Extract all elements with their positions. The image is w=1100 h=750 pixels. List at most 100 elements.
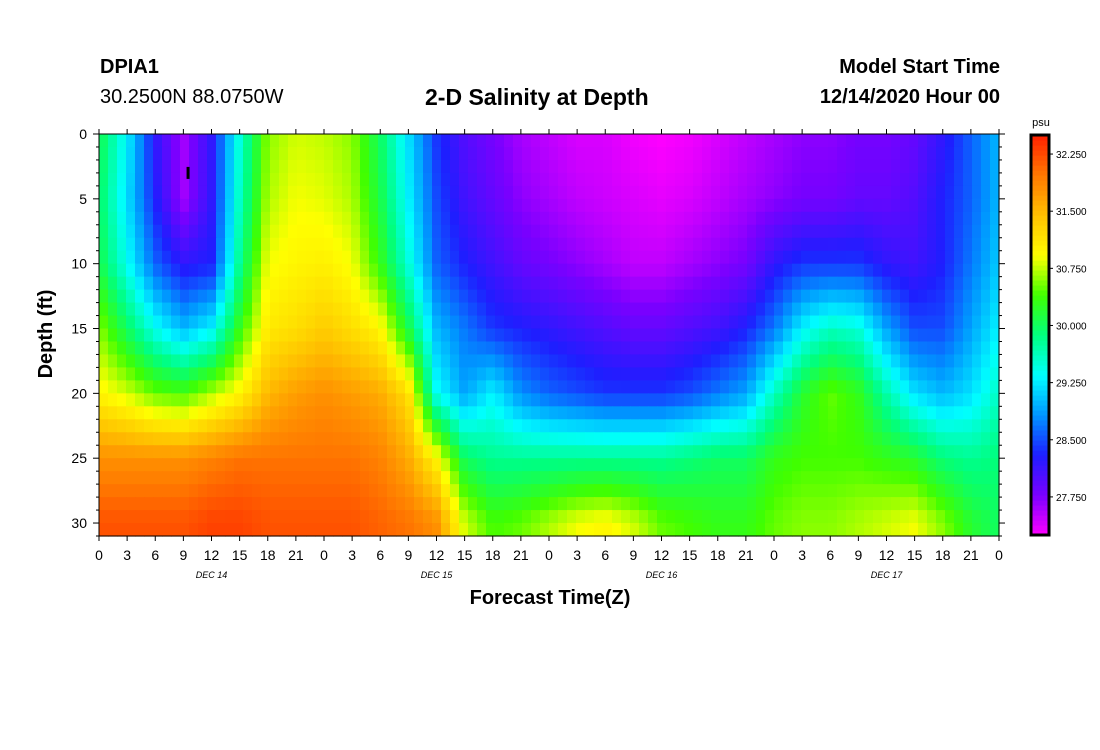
heatmap-cell xyxy=(270,185,280,200)
heatmap-cell xyxy=(747,172,757,187)
heatmap-cell xyxy=(378,237,388,252)
heatmap-cell xyxy=(477,354,487,369)
heatmap-cell xyxy=(369,471,379,485)
heatmap-cell xyxy=(549,419,559,433)
heatmap-cell xyxy=(936,510,946,524)
heatmap-cell xyxy=(531,432,541,446)
colorbar-unit: psu xyxy=(1032,117,1050,129)
heatmap-cell xyxy=(207,172,217,187)
heatmap-cell xyxy=(234,354,244,369)
heatmap-cell xyxy=(945,406,955,420)
heatmap-cell xyxy=(873,341,883,356)
heatmap-cell xyxy=(315,185,325,200)
heatmap-cell xyxy=(315,484,325,498)
heatmap-cell xyxy=(945,393,955,407)
colorbar-segment xyxy=(1031,210,1049,216)
heatmap-cell xyxy=(369,198,379,213)
heatmap-cell xyxy=(594,484,604,498)
heatmap-cell xyxy=(387,172,397,187)
heatmap-cell xyxy=(162,172,172,187)
heatmap-cell xyxy=(171,146,181,161)
heatmap-cell xyxy=(630,315,640,330)
heatmap-cell xyxy=(378,134,388,148)
heatmap-cell xyxy=(558,302,568,317)
x-tick-label: 15 xyxy=(457,547,473,563)
heatmap-cell xyxy=(774,263,784,278)
heatmap-cell xyxy=(495,134,505,148)
heatmap-cell xyxy=(432,471,442,485)
heatmap-cell xyxy=(333,354,343,369)
heatmap-cell xyxy=(540,211,550,226)
heatmap-cell xyxy=(306,289,316,304)
heatmap-cell xyxy=(666,289,676,304)
heatmap-cell xyxy=(810,458,820,472)
heatmap-cell xyxy=(180,315,190,330)
heatmap-cell xyxy=(180,432,190,446)
heatmap-cell xyxy=(234,289,244,304)
heatmap-cell xyxy=(945,172,955,187)
heatmap-cell xyxy=(990,406,1000,420)
heatmap-cell xyxy=(585,419,595,433)
heatmap-cell xyxy=(117,341,127,356)
heatmap-cell xyxy=(171,134,181,148)
heatmap-cell xyxy=(774,250,784,265)
heatmap-cell xyxy=(720,146,730,161)
heatmap-cell xyxy=(567,198,577,213)
colorbar-tick-label: 31.500 xyxy=(1056,207,1087,218)
heatmap-cell xyxy=(306,146,316,161)
heatmap-cell xyxy=(585,185,595,200)
heatmap-cell xyxy=(117,315,127,330)
heatmap-cell xyxy=(774,198,784,213)
heatmap-cell xyxy=(189,276,199,291)
heatmap-cell xyxy=(774,134,784,148)
heatmap-cell xyxy=(810,224,820,239)
heatmap-cell xyxy=(504,341,514,356)
heatmap-cell xyxy=(252,419,262,433)
heatmap-cell xyxy=(288,224,298,239)
heatmap-cell xyxy=(135,185,145,200)
heatmap-cell xyxy=(441,341,451,356)
heatmap-cell xyxy=(531,328,541,343)
heatmap-cell xyxy=(378,445,388,459)
heatmap-cell xyxy=(288,211,298,226)
heatmap-cell xyxy=(153,172,163,187)
heatmap-cell xyxy=(333,341,343,356)
heatmap-cell xyxy=(351,146,361,161)
heatmap-cell xyxy=(972,146,982,161)
heatmap-cell xyxy=(972,159,982,174)
heatmap-cell xyxy=(864,172,874,187)
heatmap-cell xyxy=(405,367,415,381)
heatmap-cell xyxy=(423,224,433,239)
heatmap-cell xyxy=(369,510,379,524)
heatmap-cell xyxy=(630,458,640,472)
heatmap-cell xyxy=(279,510,289,524)
heatmap-cell xyxy=(981,198,991,213)
heatmap-cell xyxy=(594,198,604,213)
heatmap-cell xyxy=(702,484,712,498)
heatmap-cell xyxy=(981,393,991,407)
heatmap-cell xyxy=(828,250,838,265)
heatmap-cell xyxy=(738,523,748,537)
heatmap-cell xyxy=(819,172,829,187)
heatmap-cell xyxy=(702,367,712,381)
heatmap-cell xyxy=(360,354,370,369)
heatmap-cell xyxy=(243,419,253,433)
heatmap-cell xyxy=(261,328,271,343)
heatmap-cell xyxy=(522,198,532,213)
heatmap-cell xyxy=(477,250,487,265)
heatmap-cell xyxy=(126,328,136,343)
heatmap-cell xyxy=(792,146,802,161)
heatmap-cell xyxy=(504,198,514,213)
heatmap-cell xyxy=(504,432,514,446)
heatmap-cell xyxy=(900,289,910,304)
heatmap-cell xyxy=(378,341,388,356)
heatmap-cell xyxy=(324,211,334,226)
heatmap-cell xyxy=(450,445,460,459)
heatmap-cell xyxy=(702,198,712,213)
heatmap-cell xyxy=(342,276,352,291)
heatmap-cell xyxy=(972,289,982,304)
heatmap-cell xyxy=(855,211,865,226)
heatmap-cell xyxy=(477,523,487,537)
heatmap-cell xyxy=(765,497,775,511)
heatmap-cell xyxy=(549,432,559,446)
